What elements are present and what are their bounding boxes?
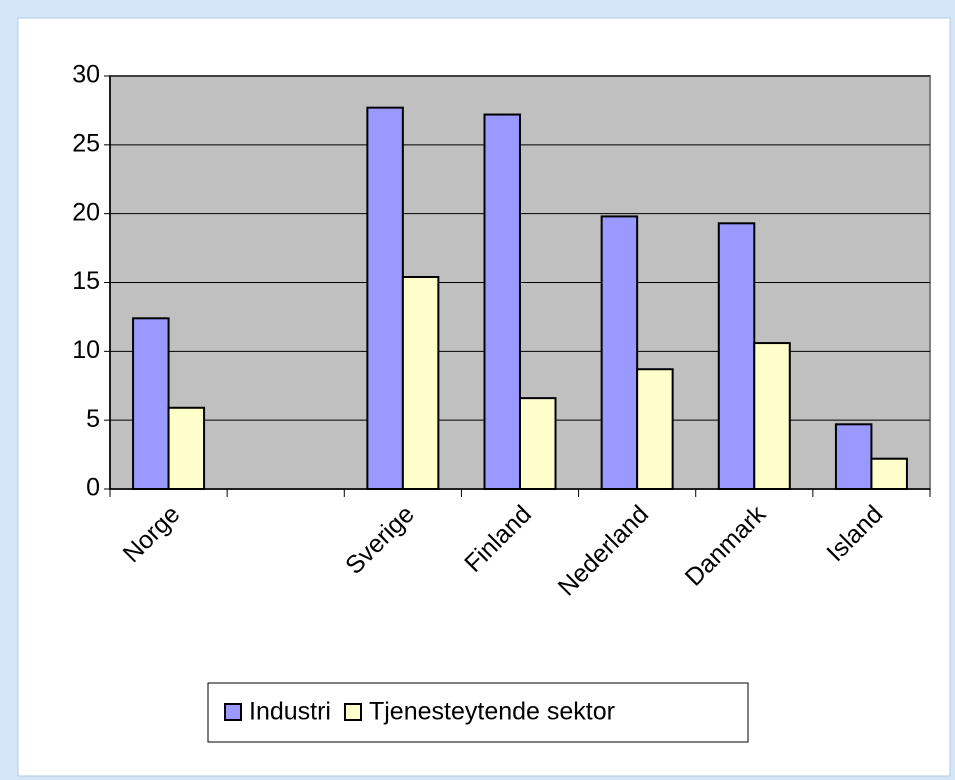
legend-label: Tjenesteytende sektor xyxy=(369,698,615,726)
legend-box xyxy=(207,682,749,743)
bar xyxy=(483,113,521,491)
bar xyxy=(834,423,873,490)
legend-swatch xyxy=(343,703,362,721)
bar xyxy=(753,342,791,490)
y-tick-label: 25 xyxy=(72,129,100,157)
y-tick-label: 10 xyxy=(72,336,100,364)
bar xyxy=(636,368,674,491)
bar xyxy=(519,397,557,491)
legend-label: Industri xyxy=(249,698,331,726)
bar xyxy=(401,275,440,491)
bar xyxy=(366,106,404,490)
y-tick-label: 30 xyxy=(72,61,100,89)
bar xyxy=(717,222,756,490)
y-tick-label: 5 xyxy=(86,405,100,433)
bar xyxy=(167,406,206,491)
legend-swatch xyxy=(224,703,242,721)
y-tick-label: 0 xyxy=(86,474,100,502)
bar xyxy=(132,317,170,490)
bar xyxy=(600,215,639,490)
y-tick-label: 15 xyxy=(72,267,100,295)
bar xyxy=(870,457,908,491)
y-tick-label: 20 xyxy=(72,198,100,226)
